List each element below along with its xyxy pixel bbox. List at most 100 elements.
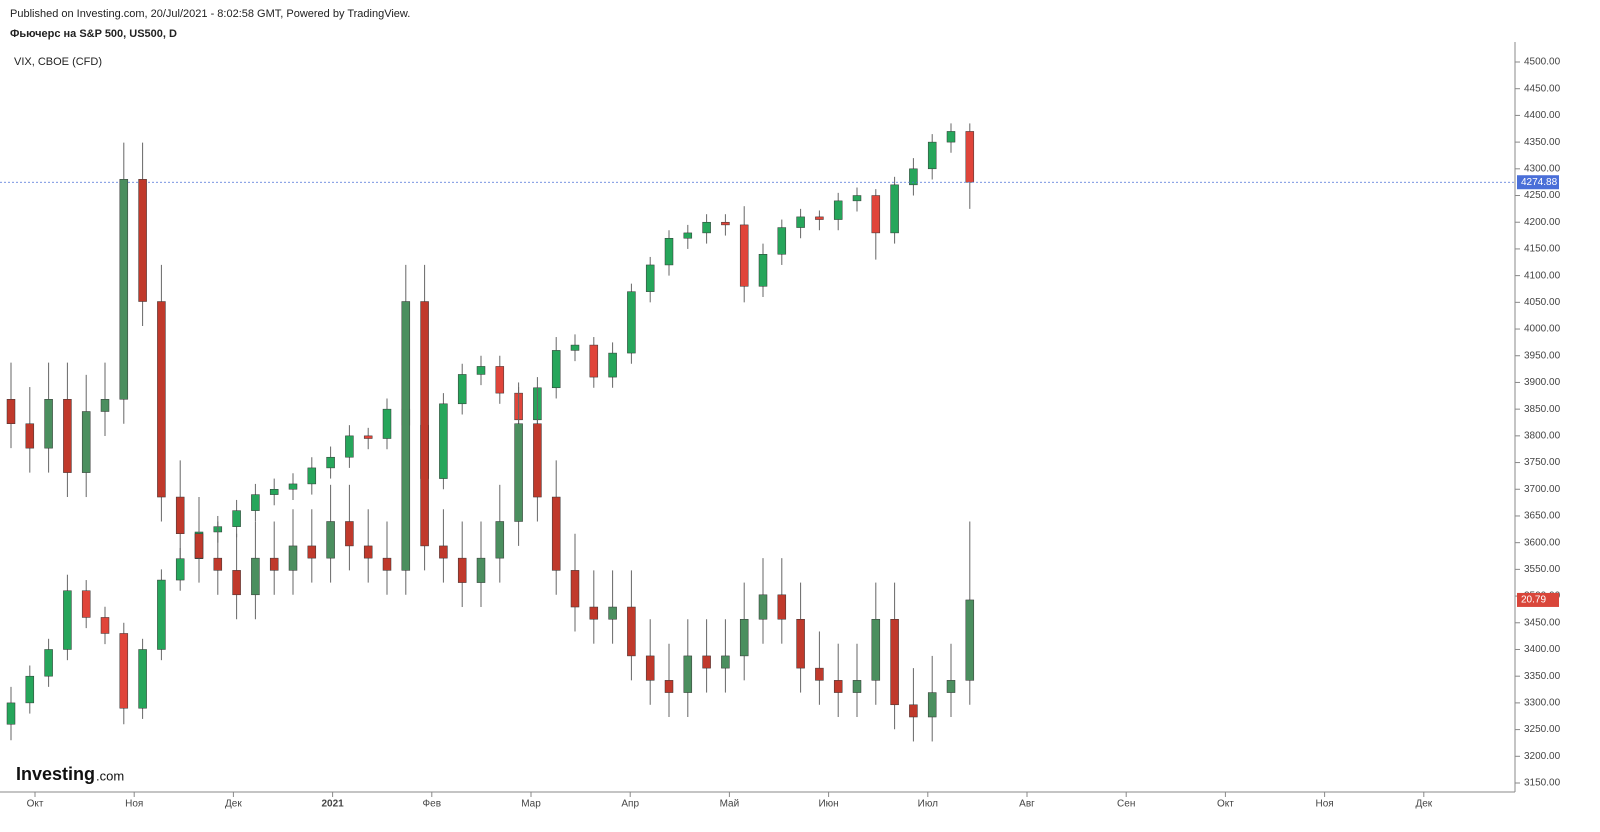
candle-body: [927, 141, 937, 170]
y-tick-label: 3350.00: [1524, 671, 1561, 682]
candle-body: [965, 599, 975, 681]
x-tick-label: Июл: [918, 799, 938, 810]
candle-body: [815, 667, 824, 681]
x-tick-label: Сен: [1117, 799, 1135, 810]
candle-body: [871, 618, 881, 681]
y-tick-label: 4400.00: [1524, 110, 1561, 121]
candle-body: [570, 344, 580, 351]
y-tick-label: 3950.00: [1524, 350, 1561, 361]
candle-body: [664, 680, 674, 693]
main-series-title: Фьючерс на S&P 500, US500, D: [10, 28, 177, 40]
candle-body: [25, 423, 35, 449]
logo-suffix: .com: [96, 768, 124, 783]
candle-body: [589, 344, 599, 378]
candle-body: [683, 655, 693, 693]
x-tick-label: Авг: [1019, 799, 1035, 810]
candle-body: [551, 350, 561, 389]
candle-body: [175, 558, 185, 581]
candle-body: [796, 618, 805, 669]
y-tick-label: 3450.00: [1524, 617, 1561, 628]
y-tick-label: 4350.00: [1524, 137, 1561, 148]
candle-body: [852, 195, 862, 202]
y-tick-label: 4250.00: [1524, 190, 1561, 201]
candle-body: [739, 618, 749, 657]
candle-body: [815, 216, 824, 220]
candle-body: [138, 649, 147, 709]
candle-body: [476, 366, 486, 375]
candle-body: [382, 408, 392, 439]
candle-body: [608, 352, 617, 378]
candle-body: [457, 557, 467, 583]
candle-body: [232, 510, 241, 527]
candle-body: [457, 374, 467, 405]
y-tick-label: 3250.00: [1524, 724, 1561, 735]
candle-body: [401, 301, 411, 571]
candle-body: [213, 557, 223, 571]
candle-body: [589, 606, 599, 620]
candle-body: [251, 494, 260, 511]
y-tick-label: 3300.00: [1524, 698, 1561, 709]
candle-body: [514, 423, 523, 522]
candle-body: [382, 557, 392, 571]
candle-body: [702, 221, 711, 234]
x-tick-label: Фев: [423, 799, 441, 810]
candle-body: [194, 533, 204, 559]
candle-body: [533, 423, 542, 498]
candle-body: [345, 435, 354, 458]
candle-body: [909, 704, 918, 718]
candle-body: [721, 655, 730, 669]
candle-body: [100, 617, 110, 634]
candle-body: [627, 291, 636, 354]
candle-body: [25, 675, 35, 704]
candle-body: [495, 366, 505, 394]
candle-body: [44, 649, 53, 677]
candle-body: [119, 633, 129, 709]
candle-body: [288, 545, 298, 571]
candle-body: [439, 403, 448, 479]
y-tick-label: 3650.00: [1524, 511, 1561, 522]
candle-body: [6, 399, 16, 424]
y-tick-label: 4100.00: [1524, 270, 1561, 281]
candle-body: [81, 590, 91, 618]
candle-body: [345, 521, 354, 547]
candle-body: [551, 496, 561, 571]
candle-body: [138, 179, 147, 302]
y-tick-label: 4500.00: [1524, 57, 1561, 68]
y-tick-label: 3750.00: [1524, 457, 1561, 468]
y-tick-label: 4050.00: [1524, 297, 1561, 308]
x-tick-label: Апр: [621, 799, 639, 810]
candle-body: [439, 545, 448, 559]
candle-body: [495, 521, 505, 559]
y-tick-label: 3550.00: [1524, 564, 1561, 575]
candle-body: [6, 702, 16, 725]
candle-body: [702, 655, 711, 669]
x-tick-label: Май: [720, 799, 740, 810]
x-tick-label: Дек: [1415, 799, 1432, 810]
published-note: Published on Investing.com, 20/Jul/2021 …: [10, 8, 410, 20]
x-tick-label: Дек: [225, 799, 242, 810]
logo: Investing: [16, 764, 95, 784]
candle-body: [777, 594, 787, 620]
candle-body: [420, 301, 429, 547]
last-price-badge: [1517, 175, 1559, 190]
candle-body: [777, 227, 787, 255]
x-tick-label: 2021: [321, 799, 344, 810]
y-tick-label: 3900.00: [1524, 377, 1561, 388]
x-tick-label: Июн: [818, 799, 838, 810]
x-tick-label: Ноя: [1315, 799, 1333, 810]
candle-body: [363, 545, 373, 559]
candle-body: [307, 467, 317, 485]
overlay-series-title: VIX, CBOE (CFD): [14, 56, 102, 68]
candle-body: [363, 435, 373, 439]
y-tick-label: 4150.00: [1524, 244, 1561, 255]
candle-body: [608, 606, 617, 620]
y-tick-label: 3700.00: [1524, 484, 1561, 495]
candle-body: [965, 131, 975, 183]
candle-body: [100, 399, 110, 412]
x-tick-label: Окт: [1217, 799, 1234, 810]
candle-body: [232, 570, 241, 596]
candle-body: [175, 496, 185, 534]
candle-body: [890, 618, 899, 706]
